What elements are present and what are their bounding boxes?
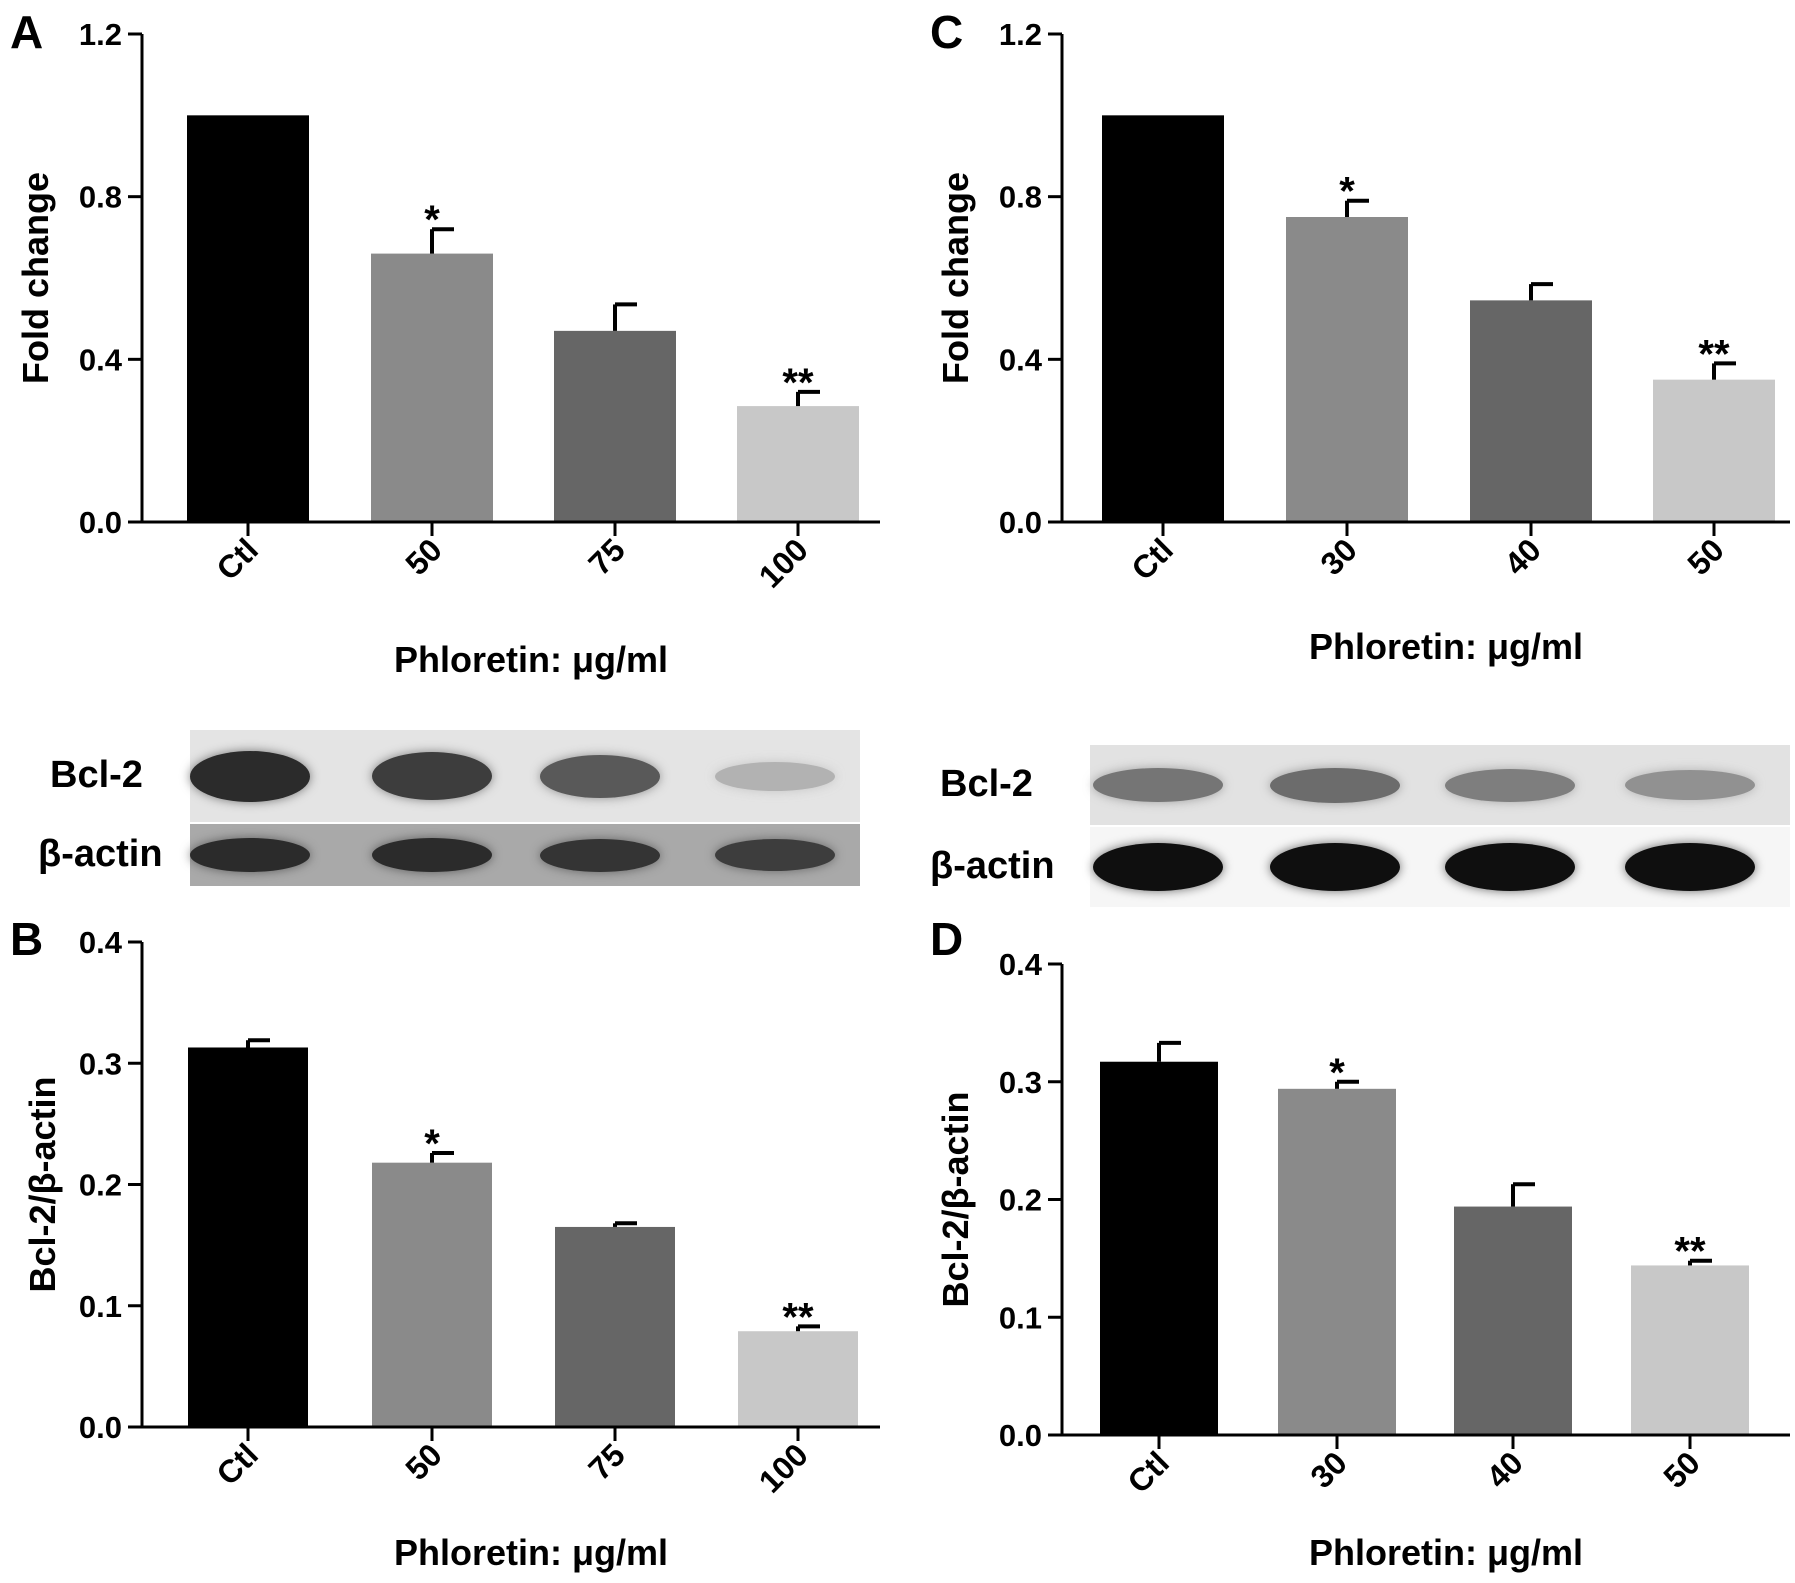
- blot-band-ab-1-1: [372, 838, 492, 872]
- significance-b-1: *: [424, 1122, 440, 1166]
- bar-c-0: [1102, 115, 1224, 522]
- bar-d-0: [1100, 1061, 1218, 1435]
- significance-d-3: **: [1674, 1230, 1706, 1274]
- x-tick-label-a-3: 100: [752, 531, 815, 594]
- blot-band-cd-1-3: [1625, 843, 1755, 891]
- bar-b-3: [738, 1331, 858, 1427]
- blot-band-cd-0-1: [1270, 767, 1400, 803]
- x-tick-label-a-2: 75: [581, 531, 632, 582]
- x-axis-title-a: Phloretin: μg/ml: [394, 639, 668, 680]
- bar-b-1: [372, 1162, 492, 1427]
- x-tick-label-b-1: 50: [398, 1436, 449, 1487]
- y-tick-label-d-4: 0.4: [999, 947, 1043, 982]
- bar-d-3: [1631, 1265, 1749, 1435]
- y-tick-label-a-2: 0.8: [79, 180, 122, 215]
- y-axis-title-b: Bcl-2/β-actin: [22, 1076, 63, 1292]
- y-tick-label-b-2: 0.2: [79, 1168, 122, 1203]
- blot-band-ab-0-1: [372, 752, 492, 800]
- y-axis-title-c: Fold change: [935, 172, 976, 384]
- blot-band-ab-1-2: [540, 838, 660, 872]
- blot-band-ab-1-3: [715, 839, 835, 871]
- x-tick-label-c-2: 40: [1497, 531, 1548, 582]
- significance-a-1: *: [424, 198, 440, 242]
- blot-band-cd-1-0: [1093, 843, 1223, 891]
- blot-label-cd-0: Bcl-2: [940, 763, 1033, 805]
- panel-letter-b: B: [10, 913, 43, 965]
- significance-c-3: **: [1698, 332, 1730, 376]
- y-tick-label-d-1: 0.1: [999, 1300, 1042, 1335]
- y-tick-label-c-2: 0.8: [999, 180, 1042, 215]
- significance-d-1: *: [1329, 1051, 1345, 1095]
- bar-c-1: [1286, 217, 1408, 522]
- bar-d-2: [1454, 1206, 1572, 1435]
- x-axis-title-c: Phloretin: μg/ml: [1309, 626, 1583, 667]
- panel-letter-a: A: [10, 6, 43, 58]
- bar-a-2: [554, 330, 676, 522]
- x-tick-label-b-3: 100: [752, 1436, 815, 1499]
- y-tick-label-b-3: 0.3: [79, 1046, 122, 1081]
- bar-c-3: [1653, 379, 1775, 522]
- x-tick-label-d-2: 40: [1479, 1444, 1530, 1495]
- blot-band-ab-0-2: [540, 754, 660, 798]
- blot-band-ab-1-0: [190, 838, 310, 872]
- y-tick-label-a-1: 0.4: [79, 342, 123, 377]
- x-tick-label-c-0: Ctl: [1124, 531, 1180, 587]
- blot-label-ab-1: β-actin: [38, 833, 163, 875]
- y-tick-label-d-0: 0.0: [999, 1418, 1042, 1453]
- blot-band-cd-0-0: [1093, 768, 1223, 802]
- bar-a-1: [371, 253, 493, 522]
- x-tick-label-b-2: 75: [581, 1436, 632, 1487]
- blot-band-ab-0-0: [190, 750, 310, 802]
- panel-letter-d: D: [930, 913, 963, 965]
- x-tick-label-c-3: 50: [1680, 531, 1731, 582]
- x-tick-label-d-0: Ctl: [1120, 1444, 1176, 1500]
- bar-a-3: [737, 406, 859, 522]
- bar-c-2: [1470, 300, 1592, 522]
- y-axis-title-a: Fold change: [15, 172, 56, 384]
- blot-band-cd-1-1: [1270, 843, 1400, 891]
- blot-band-cd-0-2: [1445, 768, 1575, 802]
- blot-band-ab-0-3: [715, 761, 835, 791]
- y-tick-label-d-2: 0.2: [999, 1183, 1042, 1218]
- blot-label-ab-0: Bcl-2: [50, 754, 143, 796]
- y-tick-label-b-1: 0.1: [79, 1289, 122, 1324]
- bar-b-0: [188, 1047, 308, 1427]
- significance-c-1: *: [1339, 170, 1355, 214]
- bar-b-2: [555, 1226, 675, 1427]
- y-tick-label-c-0: 0.0: [999, 505, 1042, 540]
- y-tick-label-c-3: 1.2: [999, 17, 1042, 52]
- y-tick-label-d-3: 0.3: [999, 1065, 1042, 1100]
- significance-a-3: **: [782, 361, 814, 405]
- y-tick-label-a-3: 1.2: [79, 17, 122, 52]
- x-tick-label-b-0: Ctl: [209, 1436, 265, 1492]
- x-tick-label-d-3: 50: [1656, 1444, 1707, 1495]
- y-tick-label-b-4: 0.4: [79, 925, 123, 960]
- y-tick-label-c-1: 0.4: [999, 342, 1043, 377]
- blot-band-cd-0-3: [1625, 770, 1755, 800]
- x-axis-title-b: Phloretin: μg/ml: [394, 1532, 668, 1573]
- x-tick-label-a-0: Ctl: [209, 531, 265, 587]
- significance-b-3: **: [782, 1295, 814, 1339]
- y-tick-label-a-0: 0.0: [79, 505, 122, 540]
- panel-letter-c: C: [930, 6, 963, 58]
- bar-a-0: [187, 115, 309, 522]
- bar-d-1: [1278, 1088, 1396, 1435]
- x-tick-label-a-1: 50: [398, 531, 449, 582]
- x-tick-label-d-1: 30: [1303, 1444, 1354, 1495]
- blot-band-cd-1-2: [1445, 843, 1575, 891]
- x-tick-label-c-1: 30: [1313, 531, 1364, 582]
- y-axis-title-d: Bcl-2/β-actin: [935, 1091, 976, 1307]
- blot-label-cd-1: β-actin: [930, 845, 1055, 887]
- y-tick-label-b-0: 0.0: [79, 1410, 122, 1445]
- x-axis-title-d: Phloretin: μg/ml: [1309, 1532, 1583, 1573]
